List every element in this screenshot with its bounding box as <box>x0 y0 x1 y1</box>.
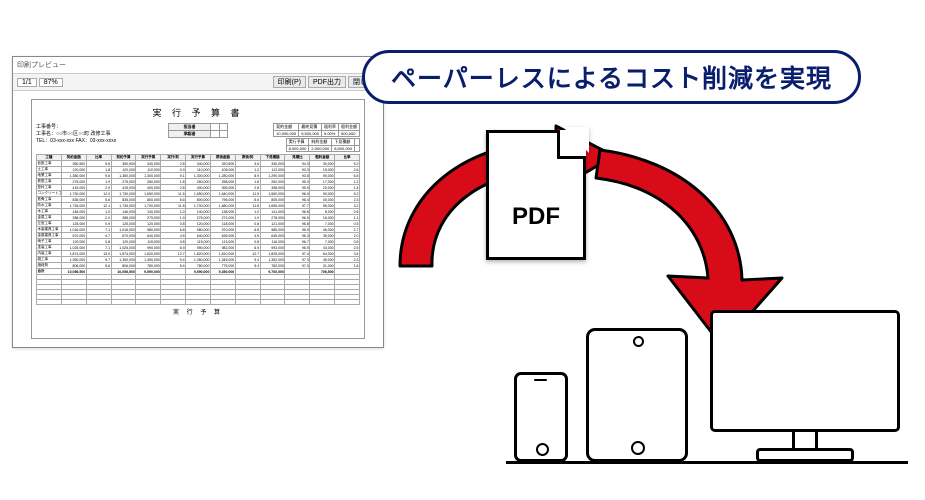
report-title: 実 行 予 算 書 <box>36 106 360 119</box>
phone-icon <box>514 372 568 462</box>
summary-table-2: 実行予算純利金額下見積額8,000,0002,000,0008,500,000 <box>286 138 360 152</box>
window-toolbar: 1/1 87% 印刷(P) PDF出力 閉じる <box>13 74 383 91</box>
page-indicator[interactable]: 1/1 <box>17 78 37 87</box>
project-info: 工事番号： 工事名：○○市○○区○○町 改修工事 TEL：03-xxx-xxx … <box>36 123 164 152</box>
budget-table: 工種契約金額比率契約予算実行予算実行/契実行予算原価金額原価/契下見積額見積比粗… <box>36 154 360 305</box>
report-header: 工事番号： 工事名：○○市○○区○○町 改修工事 TEL：03-xxx-xxx … <box>36 123 360 152</box>
tablet-icon <box>586 328 688 462</box>
window-title: 印刷プレビュー <box>17 60 66 70</box>
pdf-file-icon: PDF <box>486 130 586 260</box>
devices-group <box>514 292 914 472</box>
print-button[interactable]: 印刷(P) <box>273 76 306 88</box>
print-preview-window: 印刷プレビュー × 1/1 87% 印刷(P) PDF出力 閉じる 実 行 予 … <box>12 56 384 348</box>
pdf-label: PDF <box>489 203 583 231</box>
project-tel: TEL：03-xxx-xxx FAX：03-xxx-xxxx <box>36 137 164 144</box>
report-footer: 実 行 予 算 <box>36 307 360 316</box>
window-titlebar: 印刷プレビュー × <box>13 57 383 74</box>
infographic-stage: 印刷プレビュー × 1/1 87% 印刷(P) PDF出力 閉じる 実 行 予 … <box>0 0 925 500</box>
document-page: 実 行 予 算 書 工事番号： 工事名：○○市○○区○○町 改修工事 TEL：0… <box>31 99 365 339</box>
approval-box: 担当者 承認者 <box>168 123 228 138</box>
zoom-indicator[interactable]: 87% <box>39 78 63 87</box>
pdf-export-button[interactable]: PDF出力 <box>308 76 346 88</box>
project-number-label: 工事番号： <box>36 123 164 130</box>
summary-table-1: 契約金額最終見積粗利率粗利金額10,000,0009,500,0005.00%5… <box>273 123 360 137</box>
project-name: 工事名：○○市○○区○○町 改修工事 <box>36 130 164 137</box>
monitor-icon <box>710 310 900 462</box>
tagline-badge: ペーパーレスによるコスト削減を実現 <box>362 50 861 104</box>
